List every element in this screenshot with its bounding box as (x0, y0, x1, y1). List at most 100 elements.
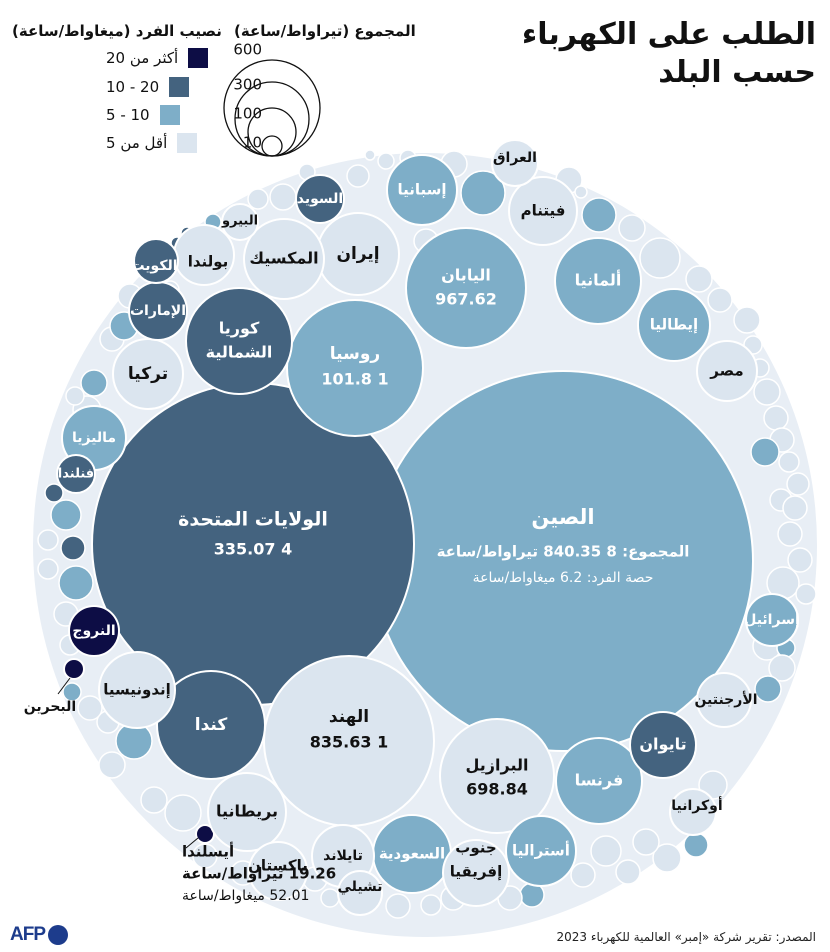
filler-bubble (787, 547, 813, 573)
filler-bubble (763, 405, 789, 431)
country-label-10: فرنسا (575, 771, 624, 790)
filler-bubble (753, 378, 781, 406)
filler-bubble (44, 483, 64, 503)
country-label-35: إسرائيل (744, 612, 800, 628)
filler-bubble (733, 306, 761, 334)
filler-bubble (778, 451, 800, 473)
filler-bubble (590, 835, 622, 867)
country-label-21-line2: إفريقيا (450, 863, 502, 881)
filler-bubble (460, 170, 506, 216)
size-legend-title: المجموع (تيراواط/ساعة) (234, 22, 416, 40)
country-21-bubble (442, 839, 510, 907)
country-label-22: تايلاند (323, 848, 363, 864)
filler-bubble (98, 751, 126, 779)
country-label-20: أستراليا (512, 841, 570, 860)
legend-label-over-20: أكثر من 20 (106, 49, 179, 67)
size-legend: 600 300 100 10 (223, 41, 321, 157)
value-label-russia: 1 101.8 (321, 370, 388, 389)
legend-swatch-over-20 (188, 48, 209, 68)
country-label-18: إسبانيا (397, 181, 446, 199)
filler-bubble (652, 843, 682, 873)
country-20-bubble (505, 815, 577, 887)
country-label-34: الكويت (130, 258, 177, 274)
filler-bubble (58, 565, 94, 601)
legend-swatch-5-10 (159, 105, 180, 125)
filler-bubble (639, 237, 681, 279)
country-label-26: بولندا (188, 253, 229, 271)
source-note: المصدر: تقرير شركة «إمبر» العالمية للكهر… (556, 930, 816, 944)
country-label-24: مصر (709, 362, 743, 380)
country-label-japan: اليابان (441, 266, 491, 285)
country-label-15: إندونيسيا (103, 681, 171, 699)
country-label-31: العراق (493, 150, 537, 166)
country-39-bubble (63, 658, 85, 680)
size-legend-value: 10 (243, 134, 262, 152)
country-label-38: البيرو (221, 214, 258, 229)
country-15-bubble (98, 651, 176, 729)
filler-bubble (750, 437, 780, 467)
filler-bubble (37, 558, 59, 580)
country-label-36: تشيلي (337, 879, 382, 895)
afp-logo-text: AFP (10, 924, 46, 945)
filler-bubble (80, 369, 108, 397)
filler-bubble (364, 149, 376, 161)
country-29-bubble (295, 174, 345, 224)
country-18-bubble (386, 154, 458, 226)
country-17-bubble (637, 288, 711, 362)
filler-bubble (574, 185, 588, 199)
filler-bubble (420, 894, 442, 916)
filler-bubble (777, 521, 803, 547)
country-label-23: فيتنام (521, 202, 566, 220)
country-label-30: النروج (72, 623, 115, 639)
filler-bubble (269, 183, 297, 211)
country-label-14: بريطانيا (216, 802, 278, 821)
legend-label-5-10: 10 - 5 (106, 106, 150, 124)
country-label-17: إيطاليا (650, 316, 698, 334)
color-legend-item: أقل من 5 (106, 133, 198, 153)
country-33-bubble (669, 788, 717, 836)
country-label-16: تركيا (128, 364, 168, 384)
country-label-usa: الولايات المتحدة (178, 509, 328, 531)
country-label-27: باكستان (248, 857, 308, 875)
country-30-bubble (68, 605, 120, 657)
filler-bubble (570, 862, 596, 888)
filler-bubble (683, 832, 709, 858)
filler-bubble (320, 888, 340, 908)
country-label-13: السعودية (379, 845, 445, 863)
filler-bubble (786, 472, 810, 496)
country-label-iceland: أيسلندا (182, 842, 234, 861)
filler-bubble (707, 287, 733, 313)
legend-swatch-under-5 (177, 133, 198, 153)
country-label-21: جنوب (455, 839, 496, 857)
legend-label-under-5: أقل من 5 (106, 134, 168, 152)
country-label-11: إيران (336, 244, 379, 264)
country-4-bubble (405, 227, 527, 349)
color-legend-title: نصيب الفرد (ميغاواط/ساعة) (12, 22, 222, 40)
size-legend-circle (261, 135, 283, 157)
country-label-9: ألمانيا (575, 270, 622, 290)
country-label-china: الصين (531, 505, 594, 529)
value-label-usa: 4 335.07 (214, 540, 292, 559)
legend-swatch-10-20 (169, 77, 190, 97)
filler-bubble (346, 164, 370, 188)
size-legend-value: 100 (233, 105, 262, 123)
filler-bubble (768, 654, 796, 682)
filler-bubble (65, 386, 85, 406)
country-label-32: الأرجنتين (694, 691, 757, 708)
filler-bubble (60, 535, 86, 561)
country-9-bubble (554, 237, 642, 325)
filler-bubble (581, 197, 617, 233)
chart-title-line1: الطلب على الكهرباء (521, 17, 816, 52)
filler-bubble (615, 859, 641, 885)
country-32-bubble (696, 672, 752, 728)
country-34-bubble (133, 238, 179, 284)
country-12-bubble (243, 218, 325, 300)
legend-label-10-20: 20 - 10 (106, 78, 160, 96)
country-labels-layer: الصين المجموع: 8 840.35 تيراواط/ساعة حصة ا… (24, 150, 800, 904)
country-24-bubble (696, 340, 758, 402)
filler-bubble (377, 152, 395, 170)
country-27-bubble (248, 841, 308, 901)
color-legend-item: أكثر من 20 (106, 48, 209, 68)
country-36-bubble (337, 870, 383, 916)
